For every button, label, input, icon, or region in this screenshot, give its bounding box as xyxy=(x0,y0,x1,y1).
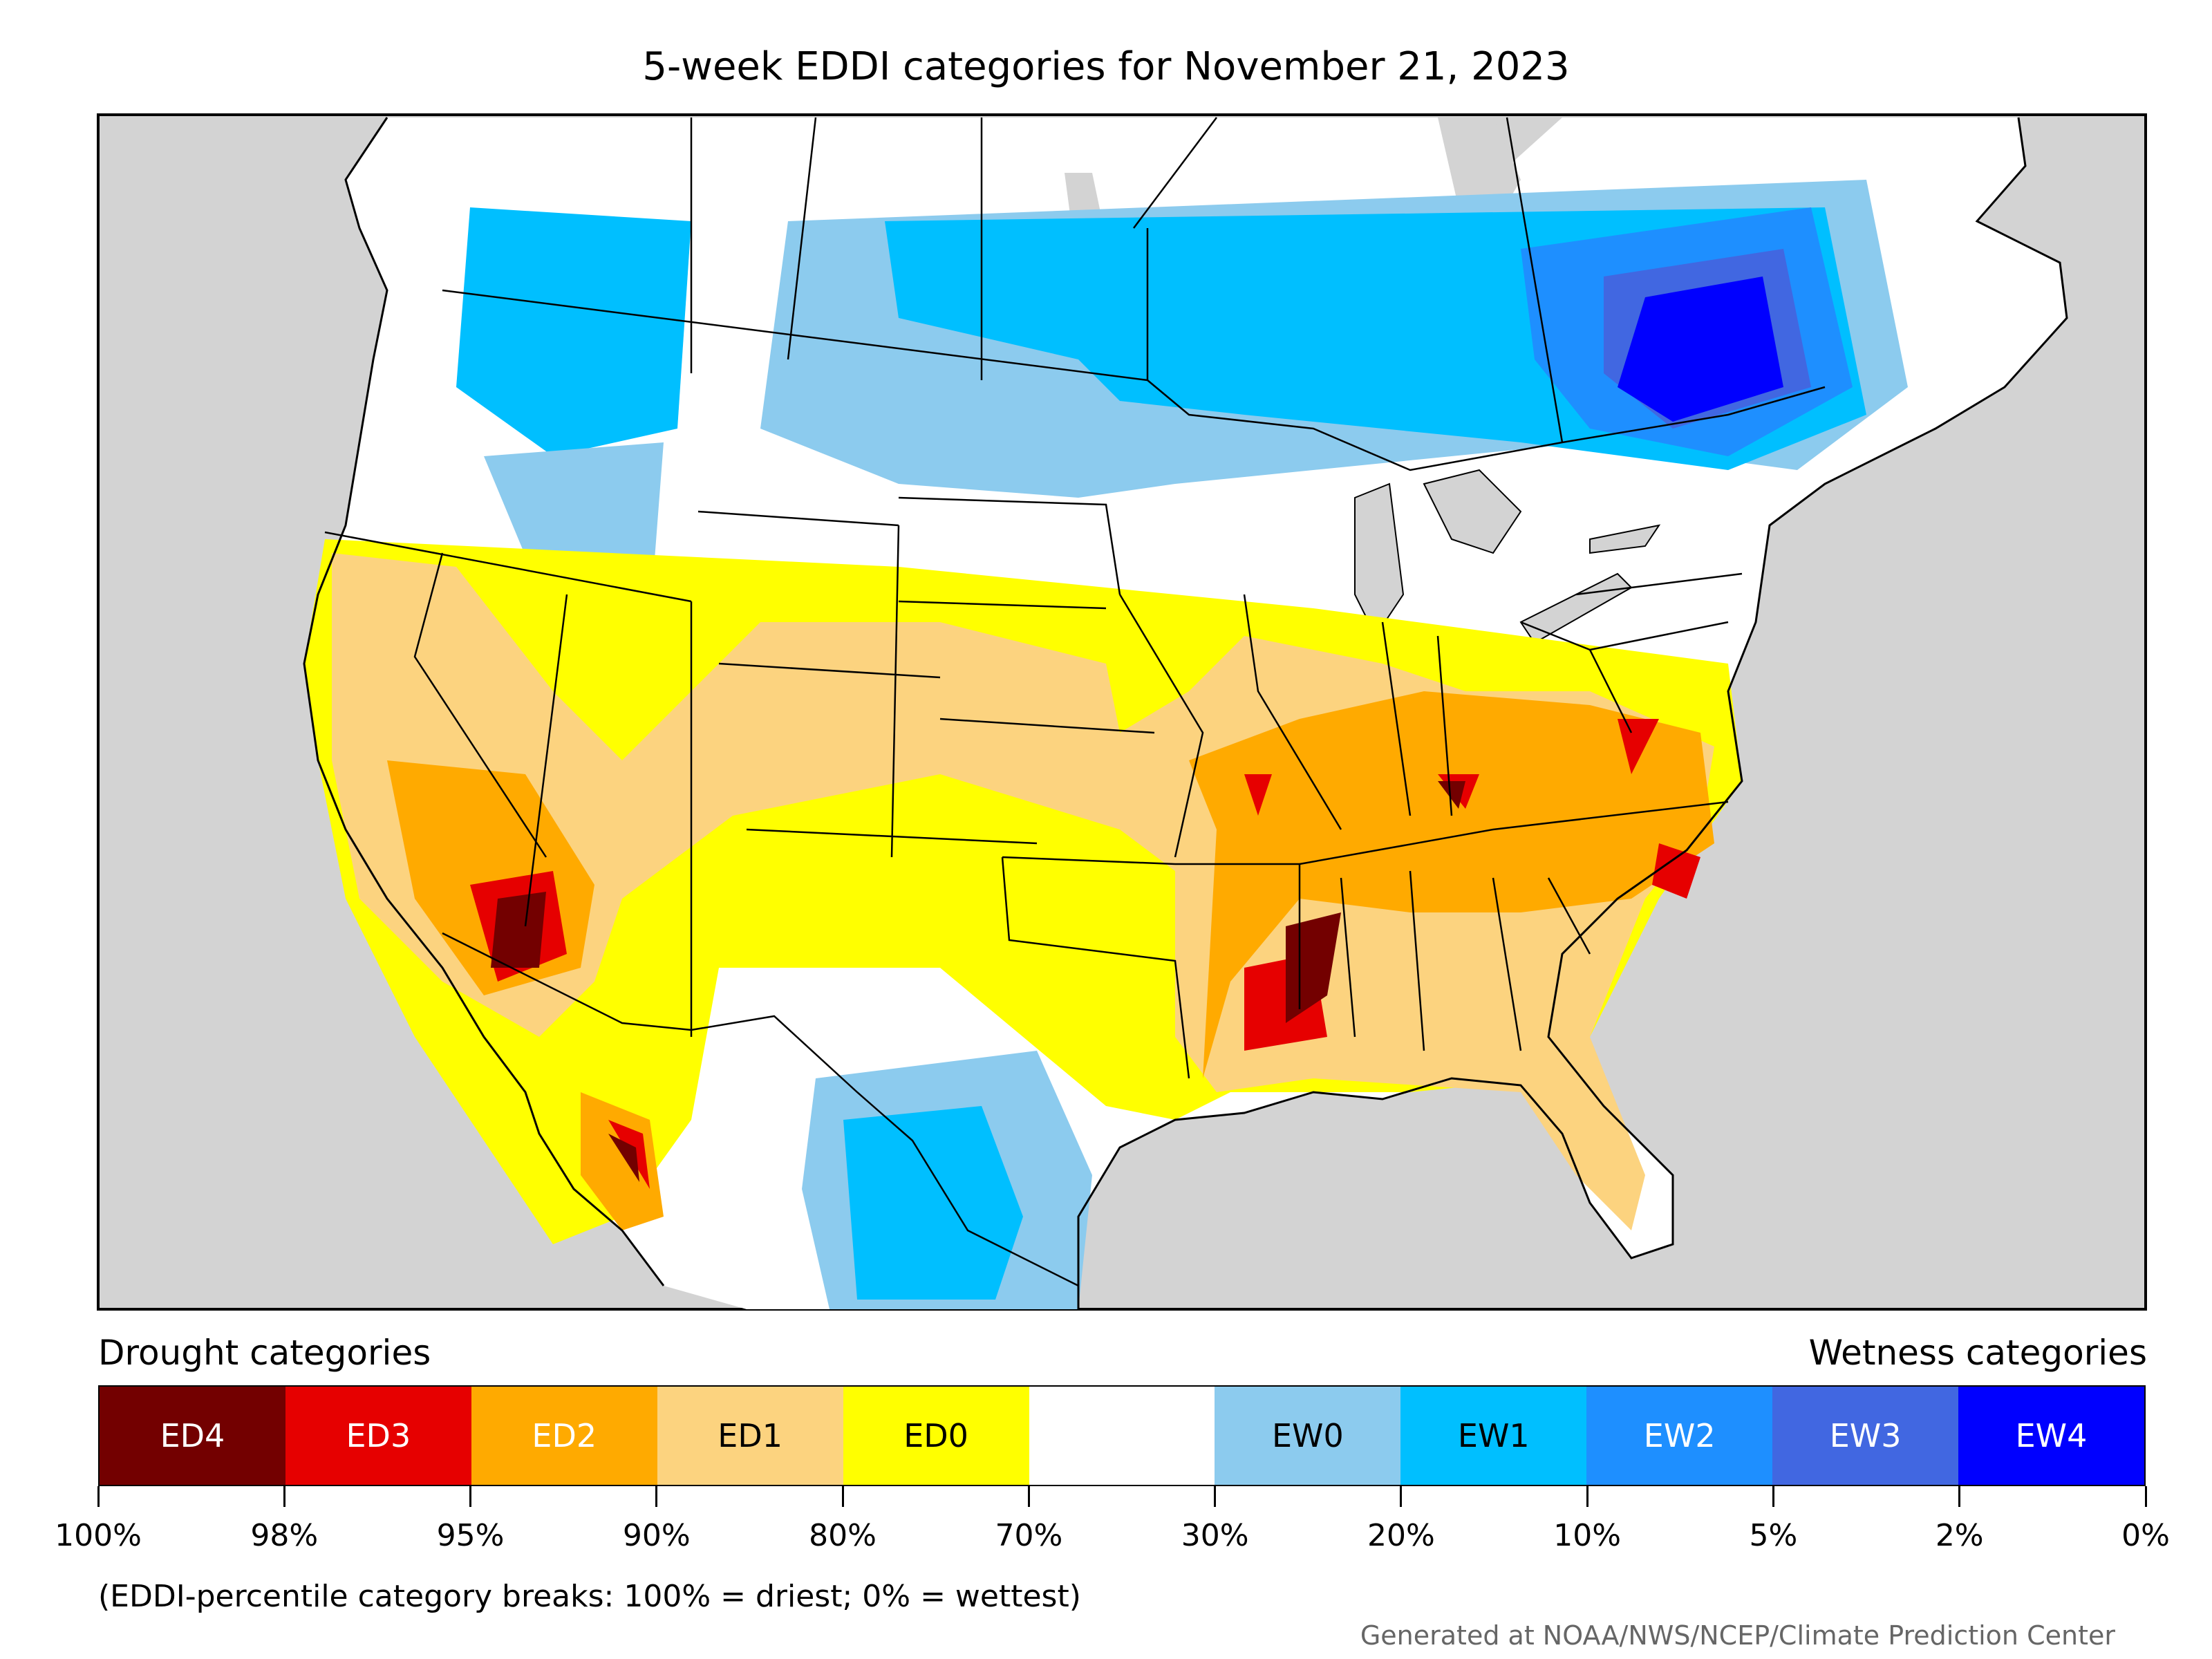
legend-cell-ew0: EW0 xyxy=(1215,1387,1401,1485)
legend-cell-ed4: ED4 xyxy=(100,1387,285,1485)
category-breaks-note: (EDDI-percentile category breaks: 100% =… xyxy=(98,1579,1081,1614)
legend-break-label: 98% xyxy=(250,1518,319,1553)
legend-break-label: 80% xyxy=(809,1518,877,1553)
legend-cell-neutral xyxy=(1029,1387,1215,1485)
ew1-region-west xyxy=(456,207,691,456)
us-mexico-border xyxy=(442,932,1079,1287)
legend-cell-ed2: ED2 xyxy=(471,1387,657,1485)
legend-tick xyxy=(841,1486,844,1507)
legend-break-label: 90% xyxy=(622,1518,691,1553)
state-lines-east xyxy=(1299,572,1743,1051)
legend-tick xyxy=(1772,1486,1774,1507)
legend-cell-ed3: ED3 xyxy=(285,1387,471,1485)
legend-break-label: 2% xyxy=(1935,1518,1984,1553)
legend-tick xyxy=(1214,1486,1217,1507)
legend-break-label: 95% xyxy=(436,1518,505,1553)
legend-tick xyxy=(469,1486,472,1507)
state-lines-west xyxy=(324,510,1038,1037)
legend-break-label: 70% xyxy=(995,1518,1063,1553)
legend-tick xyxy=(1027,1486,1030,1507)
legend-cell-ed1: ED1 xyxy=(657,1387,843,1485)
legend-tick xyxy=(1958,1486,1961,1507)
legend-break-label: 0% xyxy=(2121,1518,2170,1553)
legend-break-label: 100% xyxy=(55,1518,142,1553)
credit-line: Generated at NOAA/NWS/NCEP/Climate Predi… xyxy=(1360,1620,2115,1651)
ew4-region-quebec xyxy=(1618,276,1783,422)
drought-categories-heading: Drought categories xyxy=(98,1333,431,1373)
legend-break-label: 5% xyxy=(1749,1518,1798,1553)
legend-tick xyxy=(655,1486,658,1507)
legend-break-label: 30% xyxy=(1181,1518,1249,1553)
legend-tick xyxy=(2144,1486,2147,1507)
legend-cell-ew1: EW1 xyxy=(1400,1387,1587,1485)
map-title: 5-week EDDI categories for November 21, … xyxy=(642,44,1570,89)
category-regions xyxy=(304,180,1908,1309)
coastline xyxy=(303,117,2068,1309)
legend-break-label: 20% xyxy=(1367,1518,1435,1553)
legend-tick xyxy=(1586,1486,1588,1507)
legend-cell-ew4: EW4 xyxy=(1958,1387,2144,1485)
legend-cell-ew2: EW2 xyxy=(1586,1387,1773,1485)
us-canada-border xyxy=(442,289,1826,471)
political-borders xyxy=(324,117,1826,1287)
province-lines xyxy=(690,117,1564,443)
legend-tick xyxy=(283,1486,285,1507)
legend-break-label: 10% xyxy=(1553,1518,1622,1553)
ew1-region-texas xyxy=(843,1106,1023,1300)
legend-tick xyxy=(97,1486,100,1507)
legend-ticks xyxy=(97,1486,2147,1507)
wetness-categories-heading: Wetness categories xyxy=(1808,1333,2147,1373)
legend-cell-ed0: ED0 xyxy=(843,1387,1029,1485)
ed2-region xyxy=(387,691,1714,1230)
legend-cell-ew3: EW3 xyxy=(1772,1387,1959,1485)
legend-tick xyxy=(1400,1486,1403,1507)
category-legend-bar: ED4 ED3 ED2 ED1 ED0 EW0 EW1 EW2 EW3 EW4 xyxy=(98,1385,2146,1486)
